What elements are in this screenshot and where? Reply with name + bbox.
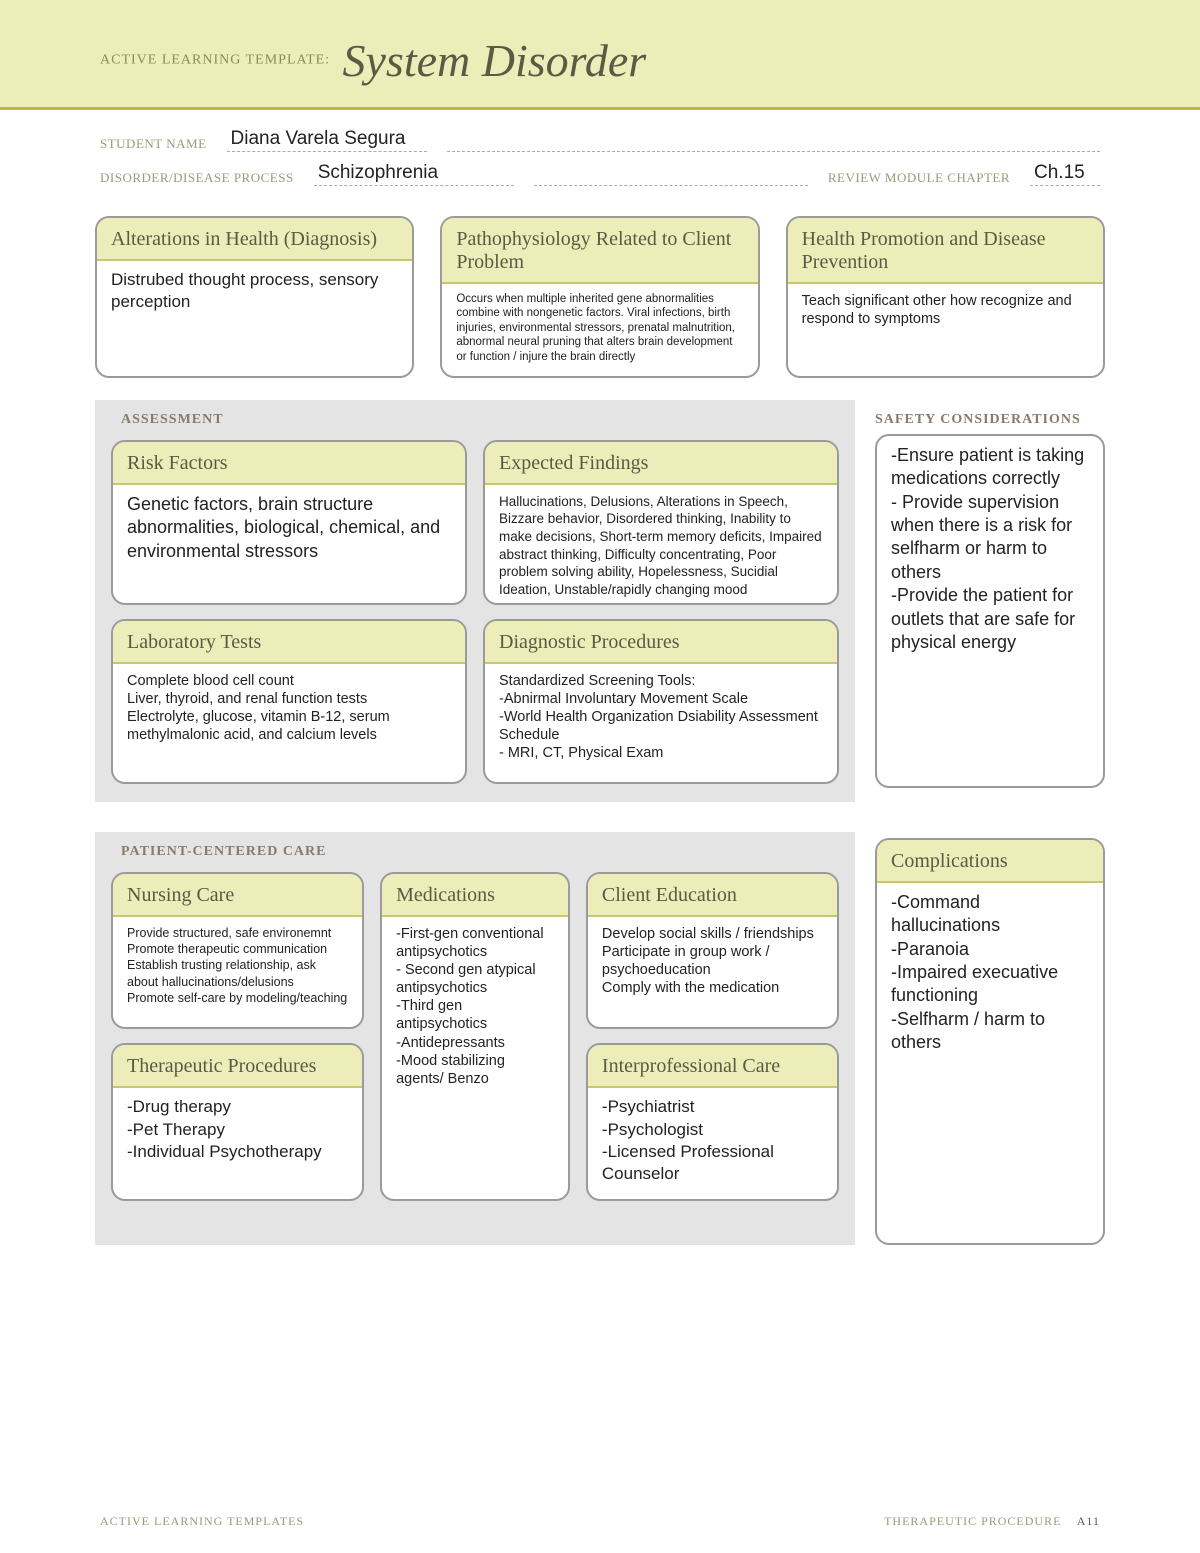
card-expected-findings: Expected Findings Hallucinations, Delusi… <box>483 440 839 605</box>
card-alterations: Alterations in Health (Diagnosis) Distru… <box>95 216 414 378</box>
card-body: Occurs when multiple inherited gene abno… <box>442 284 757 376</box>
pcc-block: PATIENT-CENTERED CARE Nursing Care Provi… <box>95 832 855 1245</box>
chapter-label: REVIEW MODULE CHAPTER <box>828 170 1010 186</box>
card-title: Medications <box>382 874 568 917</box>
banner-prefix: ACTIVE LEARNING TEMPLATE: <box>100 53 330 68</box>
card-body: Provide structured, safe environemnt Pro… <box>113 917 362 1018</box>
footer: ACTIVE LEARNING TEMPLATES THERAPEUTIC PR… <box>0 1514 1200 1529</box>
assessment-block: ASSESSMENT Risk Factors Genetic factors,… <box>95 400 855 802</box>
card-body: Develop social skills / friendships Part… <box>588 917 837 1010</box>
blank-line <box>534 168 808 186</box>
chapter-value: Ch.15 <box>1030 162 1100 186</box>
card-body: Distrubed thought process, sensory perce… <box>97 261 412 325</box>
card-medications: Medications -First-gen conventional anti… <box>380 872 570 1201</box>
card-title: Health Promotion and Disease Prevention <box>788 218 1103 284</box>
card-title: Diagnostic Procedures <box>485 621 837 664</box>
footer-page: A11 <box>1077 1514 1100 1528</box>
banner: ACTIVE LEARNING TEMPLATE: System Disorde… <box>0 0 1200 110</box>
card-title: Therapeutic Procedures <box>113 1045 362 1088</box>
content: Alterations in Health (Diagnosis) Distru… <box>0 206 1200 1245</box>
page: ACTIVE LEARNING TEMPLATE: System Disorde… <box>0 0 1200 1553</box>
card-body: -First-gen conventional antipsychotics -… <box>382 917 568 1100</box>
card-title: Pathophysiology Related to Client Proble… <box>442 218 757 284</box>
card-title: Expected Findings <box>485 442 837 485</box>
top-row: Alterations in Health (Diagnosis) Distru… <box>95 216 1105 378</box>
card-diagnostic-procedures: Diagnostic Procedures Standardized Scree… <box>483 619 839 784</box>
card-body: Genetic factors, brain structure abnorma… <box>113 485 465 575</box>
card-body: Hallucinations, Delusions, Alterations i… <box>485 485 837 605</box>
pcc-label: PATIENT-CENTERED CARE <box>111 832 839 866</box>
blank-line <box>447 134 1100 152</box>
footer-left: ACTIVE LEARNING TEMPLATES <box>100 1514 304 1529</box>
card-title: Alterations in Health (Diagnosis) <box>97 218 412 261</box>
card-body: Teach significant other how recognize an… <box>788 284 1103 340</box>
assessment-wrap: ASSESSMENT Risk Factors Genetic factors,… <box>95 400 1105 802</box>
student-label: STUDENT NAME <box>100 136 207 152</box>
assessment-label: ASSESSMENT <box>111 400 839 434</box>
student-value: Diana Varela Segura <box>227 128 427 152</box>
safety-column: SAFETY CONSIDERATIONS -Ensure patient is… <box>875 400 1105 802</box>
card-title: Nursing Care <box>113 874 362 917</box>
card-title: Interprofessional Care <box>588 1045 837 1088</box>
card-title: Laboratory Tests <box>113 621 465 664</box>
card-client-education: Client Education Develop social skills /… <box>586 872 839 1030</box>
card-risk-factors: Risk Factors Genetic factors, brain stru… <box>111 440 467 605</box>
safety-label: SAFETY CONSIDERATIONS <box>875 400 1105 434</box>
card-body: -Command hallucinations -Paranoia -Impai… <box>877 883 1103 1243</box>
footer-right-label: THERAPEUTIC PROCEDURE <box>884 1514 1061 1528</box>
card-lab-tests: Laboratory Tests Complete blood cell cou… <box>111 619 467 784</box>
card-title: Complications <box>877 840 1103 883</box>
card-title: Risk Factors <box>113 442 465 485</box>
meta-block: STUDENT NAME Diana Varela Segura DISORDE… <box>0 110 1200 206</box>
card-health-promotion: Health Promotion and Disease Prevention … <box>786 216 1105 378</box>
pcc-wrap: PATIENT-CENTERED CARE Nursing Care Provi… <box>95 832 1105 1245</box>
card-safety: -Ensure patient is taking medications co… <box>875 434 1105 788</box>
card-body: Complete blood cell count Liver, thyroid… <box>113 664 465 757</box>
card-complications: Complications -Command hallucinations -P… <box>875 838 1105 1245</box>
card-nursing-care: Nursing Care Provide structured, safe en… <box>111 872 364 1030</box>
card-body: -Ensure patient is taking medications co… <box>877 436 1103 786</box>
footer-right: THERAPEUTIC PROCEDURE A11 <box>884 1514 1100 1529</box>
disorder-label: DISORDER/DISEASE PROCESS <box>100 170 294 186</box>
page-title: System Disorder <box>343 35 647 86</box>
card-body: -Psychiatrist -Psychologist -Licensed Pr… <box>588 1088 837 1201</box>
card-interprofessional-care: Interprofessional Care -Psychiatrist -Ps… <box>586 1043 839 1201</box>
card-title: Client Education <box>588 874 837 917</box>
complications-column: Complications -Command hallucinations -P… <box>875 832 1105 1245</box>
card-pathophysiology: Pathophysiology Related to Client Proble… <box>440 216 759 378</box>
disorder-value: Schizophrenia <box>314 162 514 186</box>
card-body: Standardized Screening Tools: -Abnirmal … <box>485 664 837 775</box>
card-therapeutic-procedures: Therapeutic Procedures -Drug therapy -Pe… <box>111 1043 364 1201</box>
card-body: -Drug therapy -Pet Therapy -Individual P… <box>113 1088 362 1201</box>
